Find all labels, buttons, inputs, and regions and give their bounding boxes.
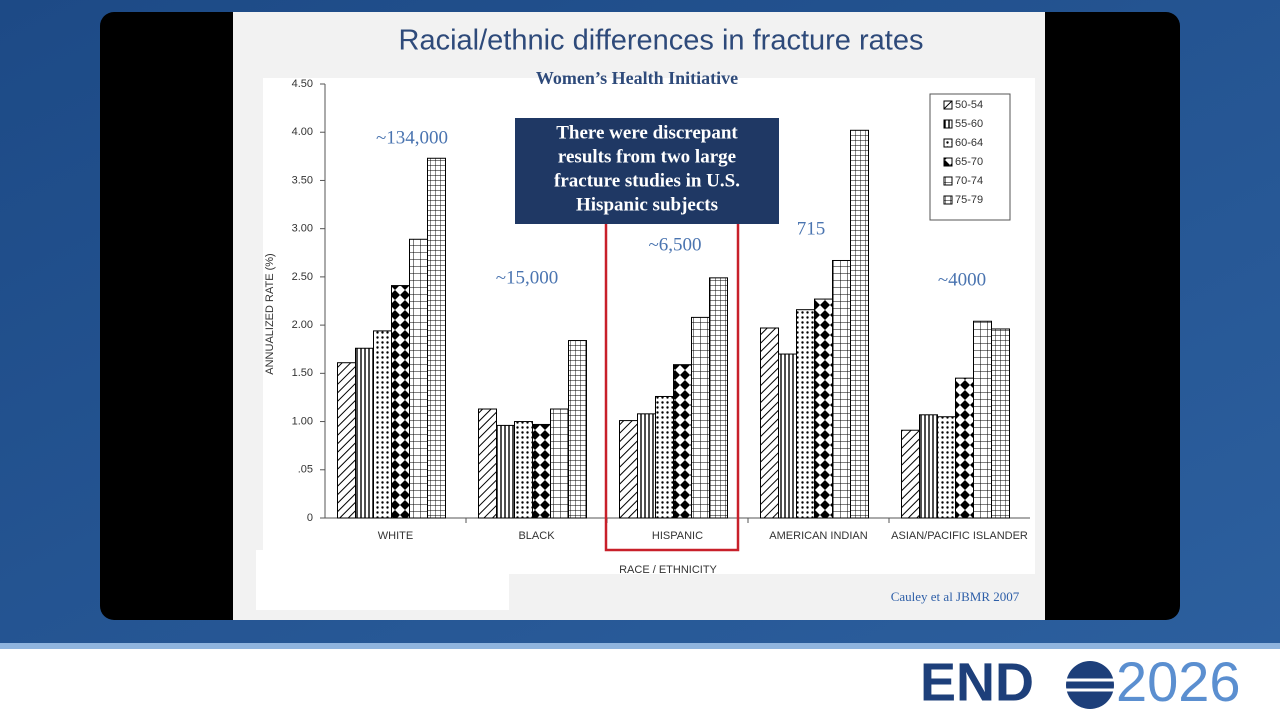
slide-title: Racial/ethnic differences in fracture ra… [399, 25, 924, 57]
x-tick-label: HISPANIC [652, 530, 703, 542]
x-tick-label: BLACK [518, 530, 555, 542]
bar [409, 238, 428, 519]
bar [814, 298, 833, 519]
citation: Cauley et al JBMR 2007 [891, 589, 1020, 604]
x-tick-label: AMERICAN INDIAN [769, 530, 867, 542]
logo-globe [1066, 661, 1114, 709]
callout-text: results from two large [558, 146, 736, 167]
bar [637, 413, 656, 519]
bar [655, 395, 674, 519]
legend-swatch [943, 157, 953, 167]
bar [709, 277, 728, 519]
y-tick-label: 2.00 [292, 319, 313, 331]
bar [832, 259, 851, 519]
legend-box [929, 93, 1011, 221]
legend-swatch [943, 138, 953, 148]
legend-swatch [943, 195, 953, 205]
bar [991, 328, 1010, 519]
bar [496, 424, 515, 519]
bar [355, 347, 374, 519]
group-annotation: 715 [797, 218, 826, 239]
y-tick-label: 4.50 [292, 78, 313, 90]
x-axis-label: RACE / ETHNICITY [619, 564, 717, 576]
callout-text: Hispanic subjects [576, 194, 718, 215]
y-tick-label: 3.50 [292, 174, 313, 186]
bar [478, 408, 497, 519]
y-axis-label: ANNUALIZED RATE (%) [264, 253, 276, 374]
bar [391, 285, 410, 519]
legend-label: 55-60 [955, 118, 983, 130]
bar [973, 320, 992, 519]
bar [937, 416, 956, 519]
group-annotation: ~4000 [938, 269, 986, 290]
bar [796, 309, 815, 519]
logo-year: 2026 [1116, 650, 1241, 713]
bar [760, 327, 779, 519]
bar [955, 377, 974, 519]
bar [673, 364, 692, 519]
group-annotation: ~15,000 [496, 267, 559, 288]
legend-label: 60-64 [955, 137, 983, 149]
group-annotation: ~6,500 [648, 234, 701, 255]
chart-title: Women’s Health Initiative [536, 68, 738, 88]
bar [691, 316, 710, 519]
y-tick-label: 3.00 [292, 223, 313, 235]
bar [373, 330, 392, 519]
footer-line [0, 643, 1280, 649]
bar [427, 157, 446, 519]
bar [568, 340, 587, 519]
legend-swatch [943, 119, 953, 129]
callout-text: There were discrepant [556, 122, 738, 143]
group-annotation: ~134,000 [376, 127, 448, 148]
y-tick-label: 0 [307, 512, 313, 524]
legend-label: 65-70 [955, 156, 983, 168]
bar [532, 423, 551, 519]
y-tick-label: 1.50 [292, 367, 313, 379]
bar [337, 362, 356, 519]
callout-text: fracture studies in U.S. [554, 170, 740, 191]
white-patch [256, 550, 509, 610]
y-tick-label: 4.00 [292, 126, 313, 138]
bar [901, 429, 920, 519]
logo-globe-lines [1066, 678, 1114, 692]
logo-text: END [920, 652, 1034, 712]
x-tick-label: ASIAN/PACIFIC ISLANDER [891, 530, 1028, 542]
bar [778, 353, 797, 519]
x-tick-label: WHITE [378, 530, 413, 542]
legend-label: 75-79 [955, 194, 983, 206]
bar [514, 421, 533, 519]
y-tick-label: .05 [298, 464, 313, 476]
bar [850, 129, 869, 519]
callout-box [515, 118, 779, 224]
y-tick-label: 2.50 [292, 271, 313, 283]
bar [550, 408, 569, 519]
legend-label: 50-54 [955, 99, 983, 111]
bar [919, 414, 938, 519]
y-tick-label: 1.00 [292, 415, 313, 427]
legend-label: 70-74 [955, 175, 983, 187]
bar [619, 420, 638, 519]
logo: END 2026 [920, 650, 1241, 713]
legend-swatch [943, 176, 953, 186]
legend-swatch [943, 100, 953, 110]
